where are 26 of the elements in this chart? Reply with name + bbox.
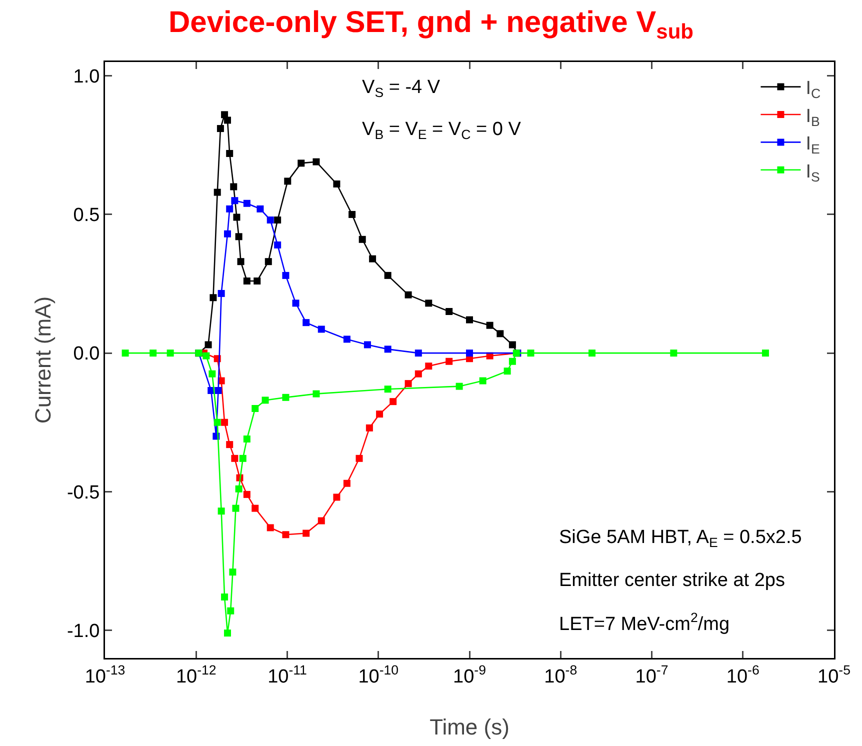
legend-label: I$_{E}$ — [806, 134, 820, 157]
annotation: SiGe 5AM HBT, A$_{E}$ = 0.5x2.5 — [559, 527, 802, 550]
annotation: LET=7 MeV-cm$^{2}$/mg — [559, 610, 730, 635]
y-tick-label: 0.0 — [73, 344, 100, 365]
legend-label: I$_{C}$ — [806, 78, 821, 102]
annotation: Emitter center strike at 2ps — [559, 570, 785, 591]
x-axis-title: Time (s) — [430, 714, 510, 740]
y-tick-label: -0.5 — [66, 482, 100, 504]
x-tick-label: 10$^{-7}$ — [635, 662, 668, 688]
x-tick-label: 10$^{-10}$ — [358, 662, 399, 688]
x-tick-label: 10$^{-6}$ — [726, 662, 760, 688]
y-axis-title: Current (mA) — [30, 296, 56, 424]
x-tick-label: 10$^{-12}$ — [176, 662, 216, 688]
y-tick-label: -1.0 — [66, 620, 100, 642]
x-tick-label: 10$^{-5}$ — [818, 662, 850, 688]
annotation: V$_{S}$ = -4 V — [362, 77, 440, 100]
annotation: V$_{B}$ = V$_{E}$ = V$_{C}$ = 0 V — [362, 119, 522, 142]
legend-label: I$_{S}$ — [806, 161, 820, 184]
x-tick-label: 10$^{-8}$ — [544, 662, 578, 688]
y-tick-label: 1.0 — [73, 66, 100, 88]
y-tick-label: 0.5 — [73, 205, 100, 226]
x-tick-label: 10$^{-11}$ — [268, 662, 307, 688]
x-tick-label: 10$^{-13}$ — [84, 662, 126, 688]
legend-label: I$_{B}$ — [806, 106, 820, 129]
x-tick-label: 10$^{-9}$ — [453, 662, 486, 688]
chart-title: Device-only SET, gnd + negative V$_{sub}$ — [168, 6, 694, 44]
